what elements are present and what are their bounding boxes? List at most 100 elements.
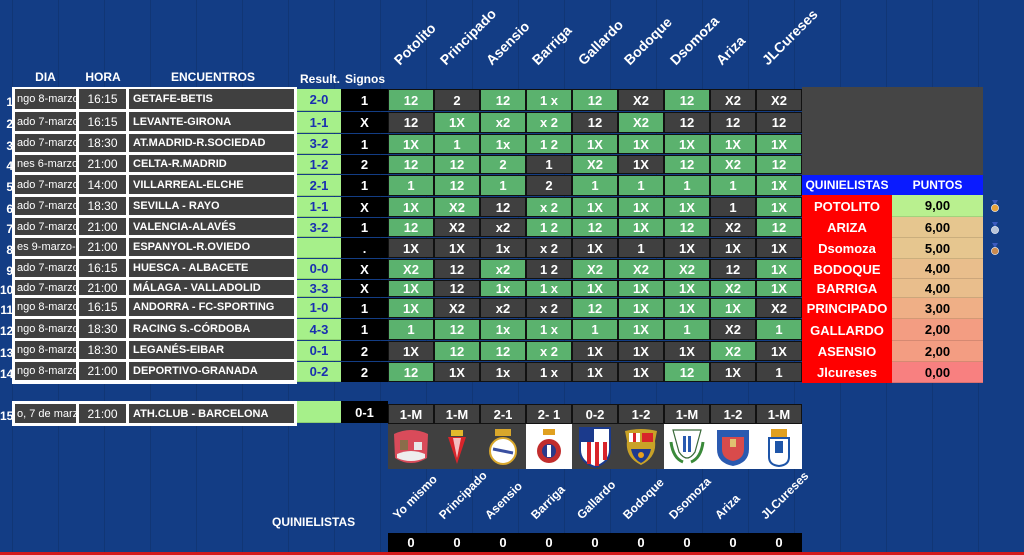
pick-bodoque[interactable]: 1 bbox=[618, 175, 664, 196]
pleno-pick-bodoque[interactable]: 1-2 bbox=[618, 404, 664, 424]
pick-dsomoza[interactable]: 12 bbox=[664, 362, 710, 382]
match-sign[interactable]: X bbox=[341, 280, 388, 297]
pick-ariza[interactable]: 1X bbox=[710, 362, 756, 382]
pick-barriga[interactable]: 2 bbox=[526, 175, 572, 196]
pick-asensio[interactable]: 1x bbox=[480, 238, 526, 258]
pick-potolito[interactable]: 1 bbox=[388, 319, 434, 340]
pick-dsomoza[interactable]: 1X bbox=[664, 197, 710, 217]
pick-asensio[interactable]: x2 bbox=[480, 218, 526, 237]
pick-gallardo[interactable]: X2 bbox=[572, 259, 618, 279]
pick-asensio[interactable]: x2 bbox=[480, 298, 526, 318]
pick-barriga[interactable]: 1 x bbox=[526, 362, 572, 382]
pick-ariza[interactable]: 12 bbox=[710, 112, 756, 133]
match-date[interactable]: es 9-marzo-2 bbox=[15, 238, 76, 256]
pick-barriga[interactable]: x 2 bbox=[526, 197, 572, 217]
pick-asensio[interactable]: x2 bbox=[480, 112, 526, 133]
pleno-teams[interactable]: ATH.CLUB - BARCELONA bbox=[129, 404, 294, 423]
match-teams[interactable]: LEGANÉS-EIBAR bbox=[129, 341, 294, 359]
pick-potolito[interactable]: X2 bbox=[388, 259, 434, 279]
pick-potolito[interactable]: 12 bbox=[388, 89, 434, 111]
match-date[interactable]: nes 6-marzo- bbox=[15, 155, 76, 172]
pick-dsomoza[interactable]: 12 bbox=[664, 89, 710, 111]
match-sign[interactable]: 2 bbox=[341, 362, 388, 382]
pick-ariza[interactable]: X2 bbox=[710, 155, 756, 174]
pleno-pick-principado[interactable]: 1-M bbox=[434, 404, 480, 424]
match-time[interactable]: 14:00 bbox=[79, 175, 126, 194]
match-date[interactable]: ado 7-marzo- bbox=[15, 259, 76, 277]
pick-bodoque[interactable]: 1X bbox=[618, 218, 664, 237]
pick-potolito[interactable]: 1X bbox=[388, 134, 434, 154]
match-date[interactable]: ado 7-marzo- bbox=[15, 218, 76, 235]
pick-principado[interactable]: 1X bbox=[434, 238, 480, 258]
pleno-pick-jlcureses[interactable]: 1-M bbox=[756, 404, 802, 424]
pick-dsomoza[interactable]: 12 bbox=[664, 155, 710, 174]
pick-gallardo[interactable]: 1X bbox=[572, 238, 618, 258]
match-teams[interactable]: MÁLAGA - VALLADOLID bbox=[129, 280, 294, 295]
pick-principado[interactable]: X2 bbox=[434, 197, 480, 217]
match-time[interactable]: 18:30 bbox=[79, 341, 126, 359]
match-result[interactable]: 3-2 bbox=[297, 218, 341, 237]
pleno-pick-dsomoza[interactable]: 1-M bbox=[664, 404, 710, 424]
match-sign[interactable]: 2 bbox=[341, 155, 388, 174]
match-date[interactable]: ado 7-marzo- bbox=[15, 197, 76, 215]
pick-bodoque[interactable]: 1X bbox=[618, 134, 664, 154]
pick-gallardo[interactable]: X2 bbox=[572, 155, 618, 174]
pick-dsomoza[interactable]: 1X bbox=[664, 280, 710, 297]
pick-dsomoza[interactable]: 1 bbox=[664, 175, 710, 196]
match-teams[interactable]: SEVILLA - RAYO bbox=[129, 197, 294, 215]
pick-asensio[interactable]: 12 bbox=[480, 89, 526, 111]
pick-potolito[interactable]: 1 bbox=[388, 175, 434, 196]
pick-potolito[interactable]: 1X bbox=[388, 197, 434, 217]
pick-principado[interactable]: X2 bbox=[434, 298, 480, 318]
pick-jlcureses[interactable]: 1 bbox=[756, 362, 802, 382]
pick-ariza[interactable]: X2 bbox=[710, 319, 756, 340]
pick-principado[interactable]: 12 bbox=[434, 280, 480, 297]
pleno-pick-potolito[interactable]: 1-M bbox=[388, 404, 434, 424]
pleno-pick-asensio[interactable]: 2-1 bbox=[480, 404, 526, 424]
pick-bodoque[interactable]: 1X bbox=[618, 298, 664, 318]
match-teams[interactable]: ESPANYOL-R.OVIEDO bbox=[129, 238, 294, 256]
pick-dsomoza[interactable]: X2 bbox=[664, 259, 710, 279]
match-result[interactable]: 0-2 bbox=[297, 362, 341, 382]
match-time[interactable]: 16:15 bbox=[79, 89, 126, 109]
pick-principado[interactable]: 12 bbox=[434, 155, 480, 174]
pick-ariza[interactable]: 12 bbox=[710, 259, 756, 279]
match-time[interactable]: 16:15 bbox=[79, 112, 126, 131]
pick-principado[interactable]: X2 bbox=[434, 218, 480, 237]
pick-barriga[interactable]: 1 2 bbox=[526, 218, 572, 237]
match-sign[interactable]: 1 bbox=[341, 218, 388, 237]
pick-principado[interactable]: 1X bbox=[434, 112, 480, 133]
pick-barriga[interactable]: x 2 bbox=[526, 341, 572, 361]
match-date[interactable]: ngo 8-marzo bbox=[15, 341, 76, 359]
pick-asensio[interactable]: 1x bbox=[480, 319, 526, 340]
match-result[interactable]: 3-2 bbox=[297, 134, 341, 154]
match-date[interactable]: ngo 8-marzo bbox=[15, 298, 76, 316]
pick-jlcureses[interactable]: 1X bbox=[756, 259, 802, 279]
pick-bodoque[interactable]: 1X bbox=[618, 197, 664, 217]
match-sign[interactable]: X bbox=[341, 259, 388, 279]
pick-jlcureses[interactable]: 1X bbox=[756, 175, 802, 196]
pick-dsomoza[interactable]: 1X bbox=[664, 341, 710, 361]
pick-principado[interactable]: 1X bbox=[434, 362, 480, 382]
match-teams[interactable]: ANDORRA - FC-SPORTING bbox=[129, 298, 294, 316]
pick-ariza[interactable]: 1X bbox=[710, 298, 756, 318]
match-sign[interactable]: . bbox=[341, 238, 388, 258]
pick-asensio[interactable]: 1x bbox=[480, 280, 526, 297]
pick-dsomoza[interactable]: 12 bbox=[664, 218, 710, 237]
match-sign[interactable]: 1 bbox=[341, 89, 388, 111]
pick-jlcureses[interactable]: 12 bbox=[756, 155, 802, 174]
pick-jlcureses[interactable]: 1X bbox=[756, 238, 802, 258]
pick-potolito[interactable]: 1X bbox=[388, 341, 434, 361]
pick-potolito[interactable]: 12 bbox=[388, 155, 434, 174]
pick-gallardo[interactable]: 12 bbox=[572, 298, 618, 318]
pick-potolito[interactable]: 1X bbox=[388, 298, 434, 318]
pleno-pick-gallardo[interactable]: 0-2 bbox=[572, 404, 618, 424]
match-date[interactable]: ngo 8-marzo- bbox=[15, 89, 76, 109]
match-teams[interactable]: GETAFE-BETIS bbox=[129, 89, 294, 109]
match-teams[interactable]: AT.MADRID-R.SOCIEDAD bbox=[129, 134, 294, 152]
pick-barriga[interactable]: 1 2 bbox=[526, 259, 572, 279]
pick-bodoque[interactable]: 1X bbox=[618, 341, 664, 361]
pick-potolito[interactable]: 1X bbox=[388, 280, 434, 297]
match-date[interactable]: ado 7-marzo- bbox=[15, 112, 76, 131]
pick-jlcureses[interactable]: 12 bbox=[756, 218, 802, 237]
